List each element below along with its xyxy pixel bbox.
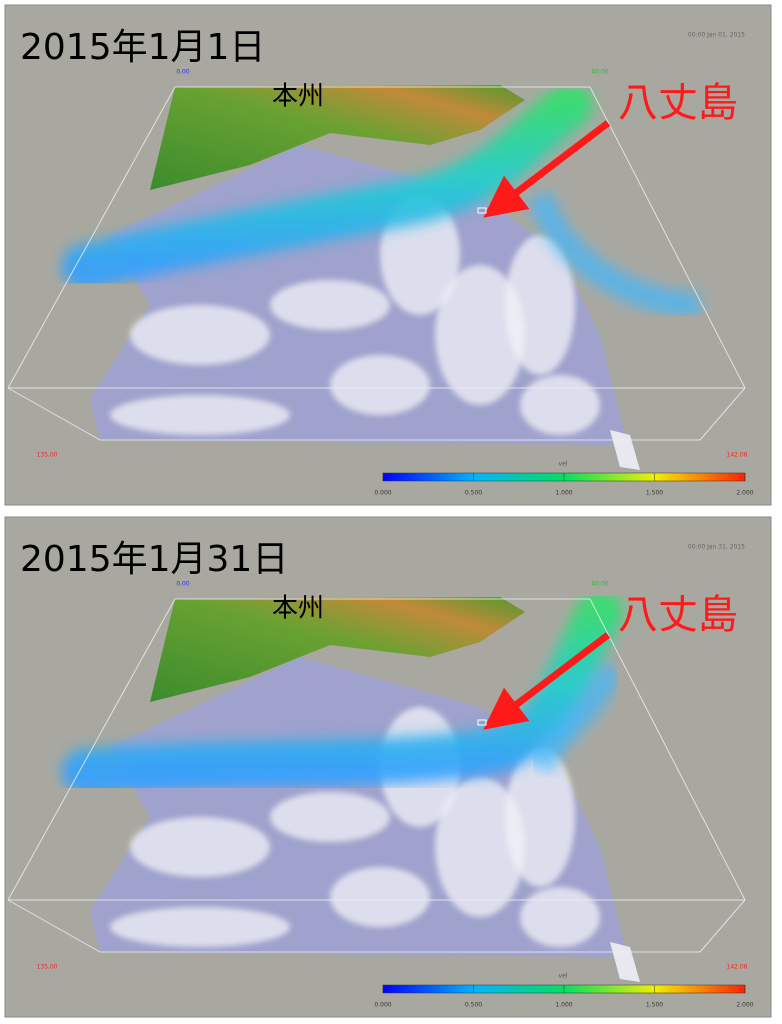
seafloor-ridge [270, 280, 390, 330]
seafloor-ridge [330, 355, 430, 415]
island-label: 八丈島 [618, 592, 738, 638]
island-marker [477, 719, 487, 726]
region-label: 本州 [272, 82, 324, 112]
seafloor-ridge [505, 235, 575, 375]
corner-label: 0.00 [176, 69, 190, 76]
land-terrain [150, 85, 525, 190]
bounding-box [7, 387, 101, 441]
corner-label: 40.00 [591, 69, 608, 76]
current-eddy [528, 663, 623, 774]
seafloor-ridge [130, 305, 270, 365]
corner-label: 142.08 [727, 964, 748, 971]
colorbar-label: 1.000 [555, 490, 572, 497]
island-label: 八丈島 [618, 80, 738, 126]
bounding-box [7, 899, 101, 953]
region-label: 本州 [272, 594, 324, 624]
corner-label: 135.00 [37, 452, 58, 459]
island-marker [477, 207, 487, 214]
pointer-arrow [483, 632, 611, 730]
corner-label: 40.00 [591, 581, 608, 588]
colorbar-label: 1.000 [555, 1002, 572, 1009]
land-terrain [150, 597, 525, 702]
colorbar-label: 1.500 [646, 1002, 663, 1009]
seafloor-ridge [110, 395, 290, 435]
colorbar-title: vel [559, 973, 568, 980]
date-label: 2015年1月31日 [20, 539, 288, 580]
panel: 2015年1月31日 00:00 Jan 31, 2015 本州 八丈島 0.00 40.… [4, 516, 772, 1018]
seafloor-ridge [505, 747, 575, 887]
current-eddy [527, 190, 701, 318]
seafloor-ridge [520, 375, 600, 435]
panel: 2015年1月1日 00:00 Jan 01, 2015 本州 八丈島 0.00 40.0… [4, 4, 772, 506]
colorbar-title: vel [559, 461, 568, 468]
seafloor-ridge [435, 777, 525, 917]
colorbar-label: 1.500 [646, 490, 663, 497]
current-band [62, 589, 623, 795]
bounding-box [589, 86, 746, 389]
seafloor-ridge [520, 887, 600, 947]
date-label: 2015年1月1日 [20, 27, 265, 68]
corner-label: 0.00 [176, 581, 190, 588]
pointer-arrow [483, 120, 611, 218]
bounding-box [7, 86, 176, 389]
seafloor-ridge [330, 867, 430, 927]
bounding-box [699, 899, 746, 953]
timestamp: 00:00 Jan 01, 2015 [688, 32, 745, 39]
seafloor-ridge [130, 817, 270, 877]
colorbar-label: 0.500 [465, 1002, 482, 1009]
colorbar-label: 0.000 [374, 490, 391, 497]
seafloor-ridge [270, 792, 390, 842]
bounding-box [589, 598, 746, 901]
seafloor-ridge [110, 907, 290, 947]
colorbar-label: 0.000 [374, 1002, 391, 1009]
timestamp: 00:00 Jan 31, 2015 [688, 544, 745, 551]
colorbar-label: 2.000 [736, 1002, 753, 1009]
bounding-box [7, 598, 176, 901]
colorbar-label: 2.000 [736, 490, 753, 497]
corner-label: 142.08 [727, 452, 748, 459]
current-band [62, 82, 593, 290]
seafloor-ridge [435, 265, 525, 405]
corner-label: 135.00 [37, 964, 58, 971]
bounding-box [699, 387, 746, 441]
colorbar-label: 0.500 [465, 490, 482, 497]
